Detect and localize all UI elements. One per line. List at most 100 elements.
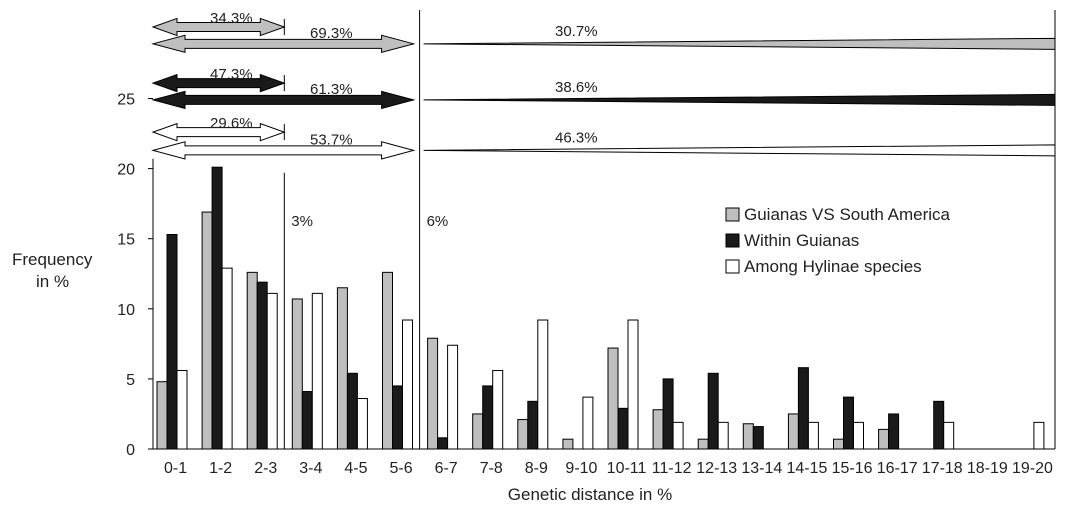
x-tick-label: 10-11 bbox=[607, 460, 647, 477]
arrow-label-below-6pct: 69.3% bbox=[310, 25, 353, 42]
arrow-label-below-3pct: 34.3% bbox=[210, 10, 253, 27]
bar bbox=[617, 407, 629, 450]
x-tick-label: 3-4 bbox=[299, 460, 322, 477]
legend-label-within-guianas: Within Guianas bbox=[744, 231, 859, 250]
bar bbox=[853, 421, 864, 450]
bar bbox=[176, 369, 188, 450]
x-tick-label: 9-10 bbox=[565, 460, 597, 477]
bar bbox=[752, 426, 764, 450]
arrow-below-6pct-3 bbox=[151, 141, 416, 160]
arrow-label-above-6pct: 38.6% bbox=[555, 79, 598, 96]
bar bbox=[843, 396, 854, 450]
x-tick-label: 5-6 bbox=[389, 460, 412, 477]
x-tick-label: 1-2 bbox=[209, 460, 232, 477]
bar bbox=[582, 396, 594, 450]
bar bbox=[291, 298, 303, 450]
arrow-label-below-3pct: 47.3% bbox=[210, 66, 253, 83]
bar bbox=[447, 344, 459, 450]
x-tick-label: 13-14 bbox=[741, 460, 782, 477]
arrow-above-6pct-1 bbox=[423, 37, 1056, 50]
legend-label-among-hylinae: Among Hylinae species bbox=[744, 257, 922, 276]
bar bbox=[833, 438, 844, 450]
x-tick-label: 16-17 bbox=[877, 460, 918, 477]
bar bbox=[1033, 421, 1045, 450]
threshold-label-2: 6% bbox=[427, 213, 449, 230]
y-axis-title-line2: in % bbox=[36, 272, 69, 291]
bar bbox=[402, 319, 413, 450]
x-tick-label: 12-13 bbox=[696, 460, 737, 477]
bar bbox=[697, 438, 709, 450]
bar bbox=[427, 337, 439, 450]
bar bbox=[537, 319, 549, 450]
x-tick-label: 6-7 bbox=[435, 460, 458, 477]
y-tick-label: 25 bbox=[117, 92, 135, 109]
bar bbox=[311, 292, 323, 450]
arrow-above-6pct-2 bbox=[423, 93, 1056, 106]
arrow-label-below-6pct: 61.3% bbox=[310, 81, 353, 98]
bar bbox=[707, 372, 719, 450]
bar bbox=[878, 428, 890, 450]
bars bbox=[156, 166, 1045, 450]
bar bbox=[156, 381, 168, 450]
bar bbox=[201, 211, 213, 450]
bar bbox=[807, 421, 819, 450]
bar bbox=[301, 391, 313, 450]
legend-swatch-within-guianas bbox=[725, 233, 740, 248]
bar bbox=[742, 423, 754, 450]
bar bbox=[211, 166, 223, 450]
bar bbox=[627, 319, 639, 450]
arrow-below-6pct-1 bbox=[151, 34, 416, 54]
x-tick-label: 17-18 bbox=[922, 460, 963, 477]
bar bbox=[607, 347, 619, 450]
bar bbox=[888, 413, 900, 450]
bar bbox=[943, 421, 955, 450]
x-tick-label: 19-20 bbox=[1012, 460, 1053, 477]
bar bbox=[562, 438, 574, 450]
bar bbox=[221, 267, 233, 450]
bar bbox=[336, 287, 348, 450]
bar bbox=[356, 398, 368, 450]
bar bbox=[346, 372, 358, 450]
x-tick-label: 4-5 bbox=[344, 460, 367, 477]
arrow-label-below-3pct: 29.6% bbox=[210, 115, 253, 132]
bar bbox=[392, 385, 403, 450]
bar bbox=[492, 369, 504, 450]
x-tick-label: 7-8 bbox=[480, 460, 503, 477]
bar bbox=[527, 400, 539, 450]
legend-swatch-guianas-vs-south-america bbox=[725, 207, 740, 222]
arrow-below-6pct-2 bbox=[151, 90, 416, 110]
legend: Guianas VS South America Within Guianas … bbox=[725, 205, 951, 276]
x-tick-label: 18-19 bbox=[967, 460, 1008, 477]
arrow-label-below-6pct: 53.7% bbox=[310, 131, 353, 148]
percentage-arrows: 34.3% 69.3% 30.7% 47.3% 61.3% 38.6% 29.6% 53.7%… bbox=[151, 10, 1056, 160]
legend-label-guianas-vs-south-america: Guianas VS South America bbox=[744, 205, 951, 224]
bar bbox=[437, 437, 449, 450]
y-tick-label: 20 bbox=[117, 162, 135, 179]
bar bbox=[482, 385, 494, 450]
y-tick-label: 10 bbox=[117, 302, 135, 319]
legend-swatch-among-hylinae bbox=[725, 259, 740, 274]
bar bbox=[787, 413, 799, 450]
bar bbox=[797, 367, 809, 450]
arrow-label-above-6pct: 46.3% bbox=[555, 129, 598, 146]
y-axis-title-line1: Frequency bbox=[12, 250, 93, 269]
y-tick-label: 15 bbox=[117, 232, 135, 249]
bar bbox=[266, 292, 278, 450]
x-tick-label: 15-16 bbox=[832, 460, 873, 477]
threshold-label-1: 3% bbox=[291, 213, 313, 230]
bar bbox=[472, 413, 484, 450]
bar bbox=[517, 419, 529, 450]
x-axis-title: Genetic distance in % bbox=[508, 485, 672, 504]
bar bbox=[246, 271, 258, 450]
x-tick-label: 14-15 bbox=[786, 460, 827, 477]
axes: 0 5 10 15 20 25 0-1 1-2 2-3 3-4 4-5 5-6 6-7 7-8 8-9 9-1… bbox=[117, 10, 1056, 477]
bar bbox=[652, 409, 664, 450]
bar bbox=[933, 400, 945, 450]
x-tick-label: 8-9 bbox=[525, 460, 548, 477]
arrow-label-above-6pct: 30.7% bbox=[555, 23, 598, 40]
x-tick-label: 2-3 bbox=[254, 460, 277, 477]
y-tick-label: 5 bbox=[126, 372, 135, 389]
y-tick-label: 0 bbox=[126, 442, 135, 459]
x-tick-label: 0-1 bbox=[164, 460, 187, 477]
